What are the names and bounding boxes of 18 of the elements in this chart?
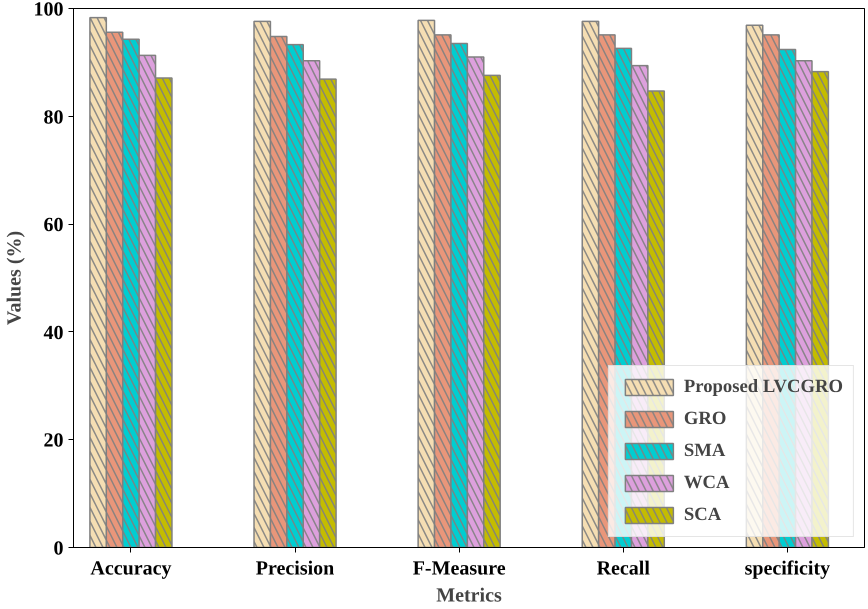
x-tick-label: Precision [256, 558, 334, 580]
y-tick-label: 20 [44, 430, 64, 452]
x-tick-label: Accuracy [90, 558, 172, 580]
x-tick-label: F-Measure [412, 558, 506, 580]
legend-label: SCA [684, 504, 722, 526]
y-axis-title: Values (%) [4, 230, 26, 326]
y-tick-label: 40 [44, 322, 64, 344]
legend-label: SMA [684, 440, 726, 462]
y-tick-label: 0 [54, 538, 64, 560]
y-tick-label: 60 [44, 214, 64, 236]
legend-label: WCA [684, 472, 730, 494]
y-tick-label: 100 [34, 0, 64, 20]
y-tick-label: 80 [44, 106, 64, 128]
legend-label: Proposed LVCGRO [684, 376, 843, 398]
x-axis-title: Metrics [436, 584, 502, 606]
x-tick-label: Recall [596, 558, 650, 580]
x-tick-label: specificity [744, 558, 830, 580]
legend-label: GRO [684, 408, 726, 430]
